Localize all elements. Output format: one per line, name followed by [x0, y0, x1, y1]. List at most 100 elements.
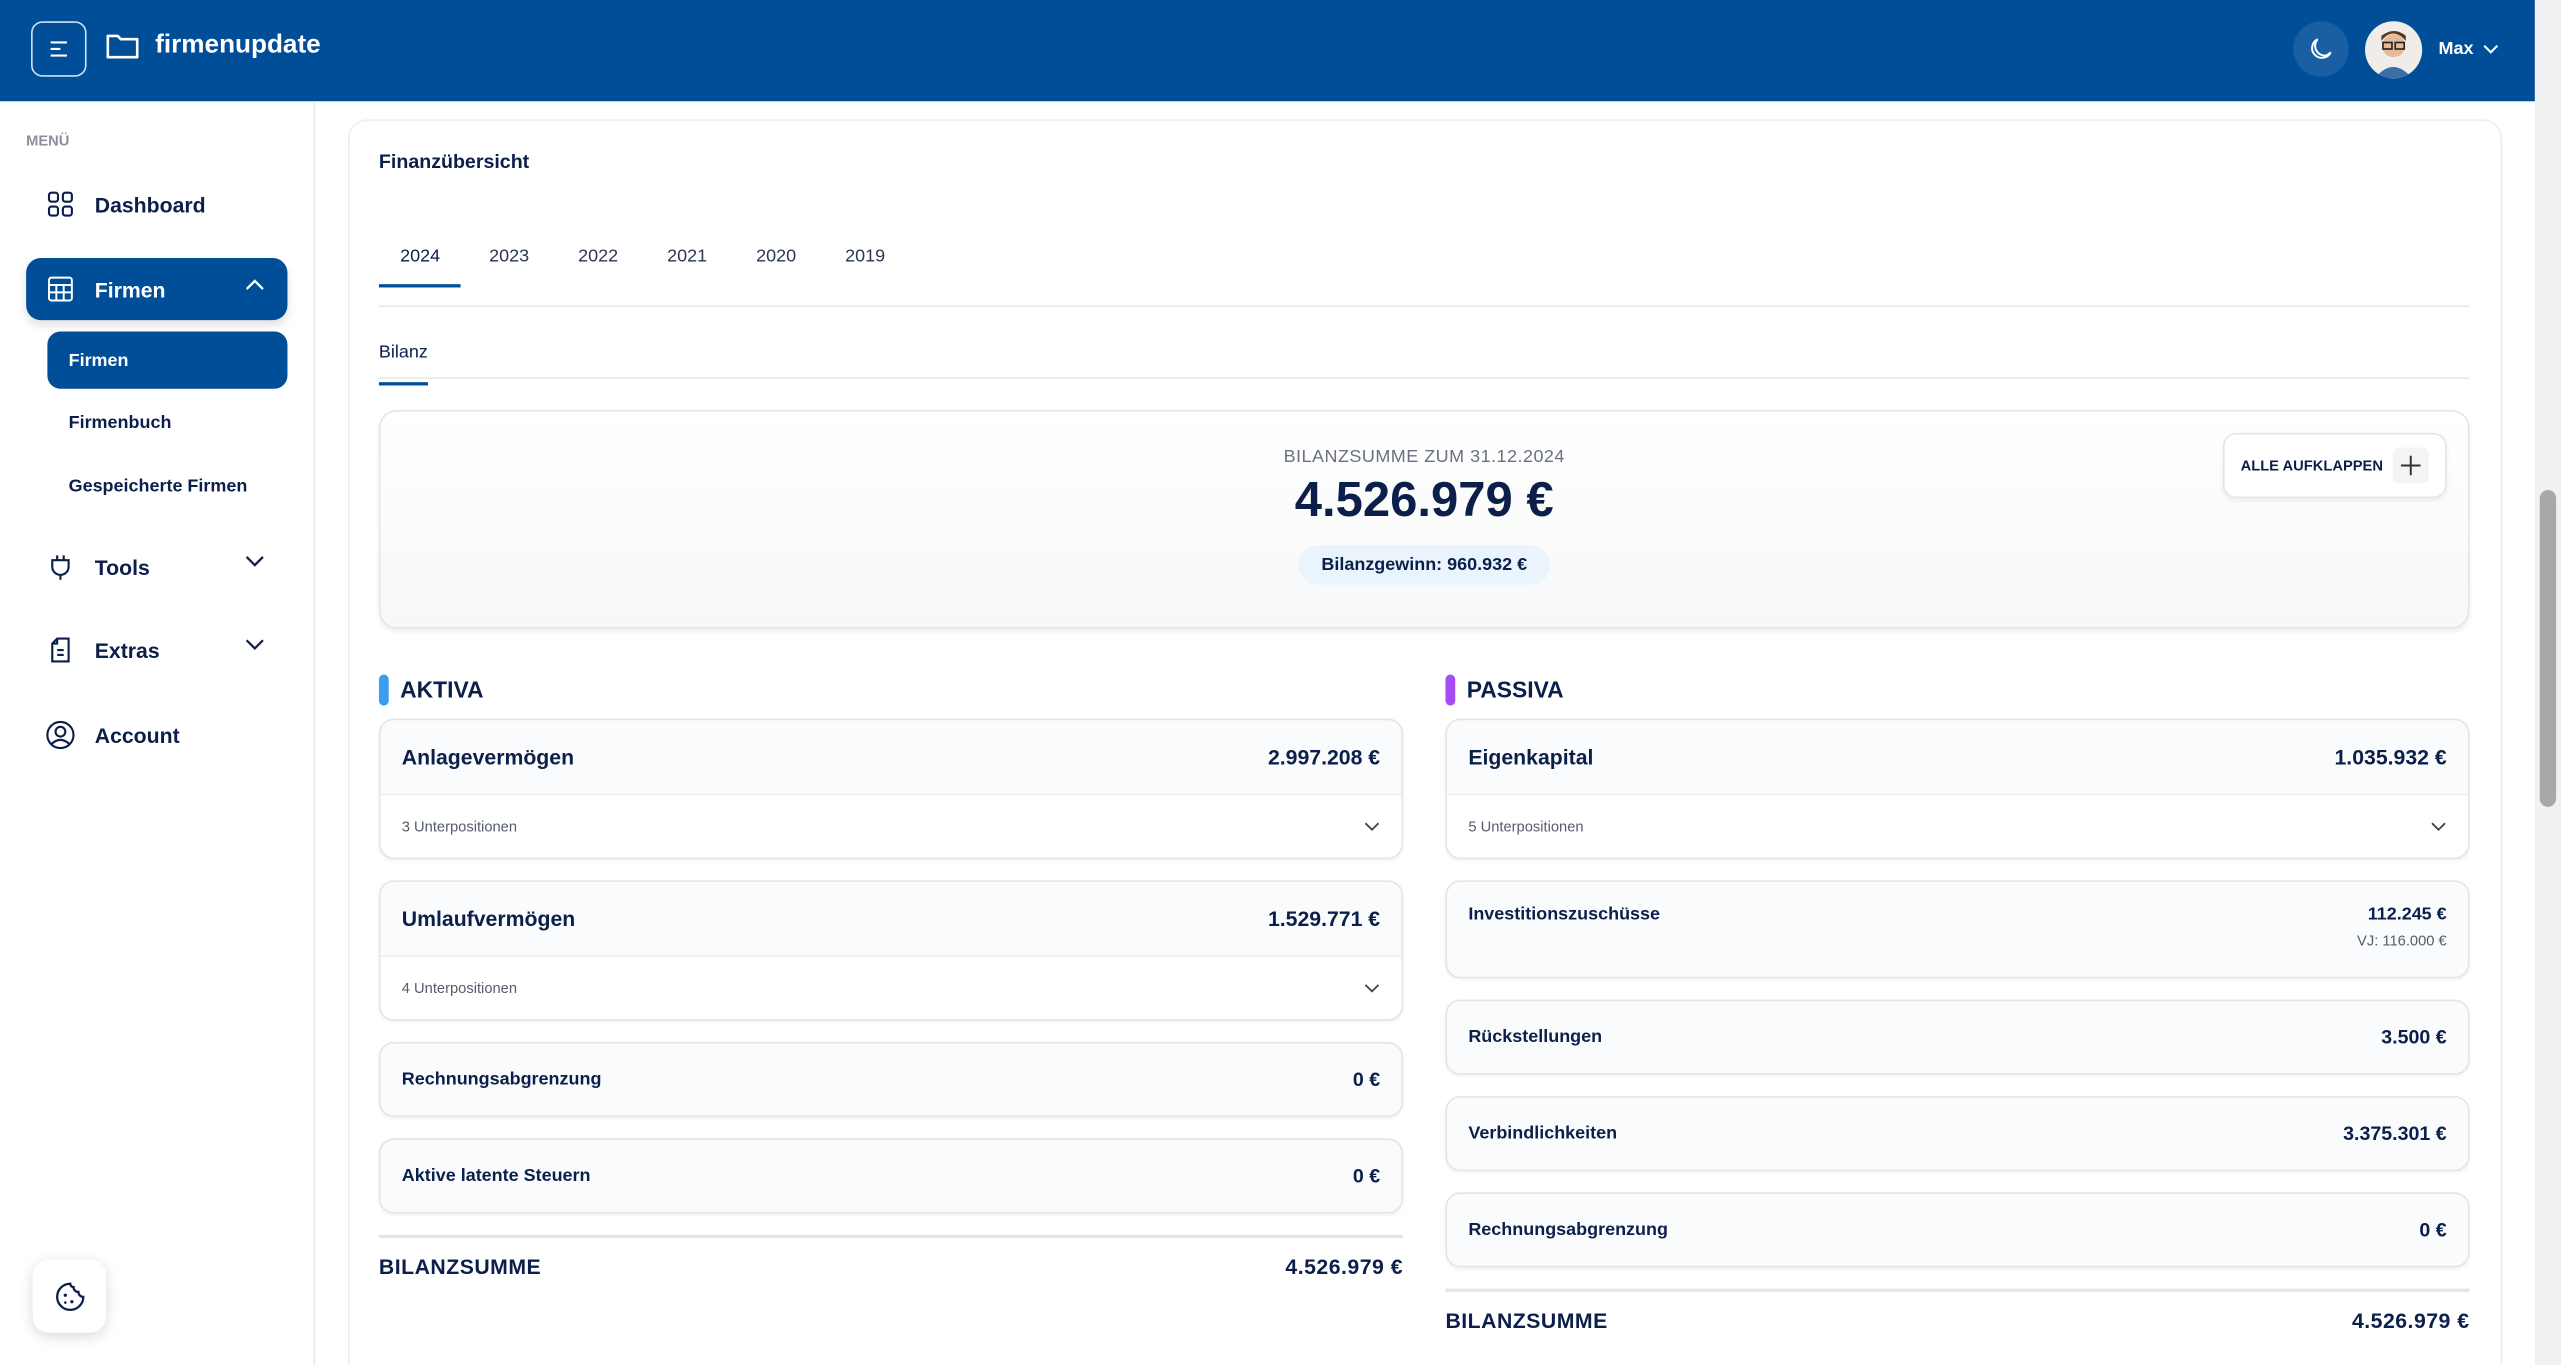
balance-summary: BILANZSUMME ZUM 31.12.2024 4.526.979 € B… [378, 409, 2470, 629]
folder-icon [106, 34, 139, 59]
user-menu[interactable]: Max [2439, 39, 2500, 59]
document-icon [51, 637, 70, 663]
item-value: 0 € [1352, 1068, 1381, 1092]
sidebar-subitem-gespeicherte-firmen[interactable]: Gespeicherte Firmen [68, 476, 248, 496]
passiva-marker [1445, 673, 1456, 705]
sidebar-item-firmen[interactable]: Firmen [26, 258, 288, 321]
aktiva-item[interactable]: Umlaufvermögen 1.529.771 € 4 Unterposition… [378, 880, 1404, 1021]
passiva-item: Investitionszuschüsse 112.245 € VJ: 116.00… [1445, 880, 2470, 979]
passiva-item: Rechnungsabgrenzung 0 € [1445, 1192, 2470, 1268]
menu-icon [50, 41, 67, 57]
item-name: Anlagevermögen [401, 744, 575, 770]
aktiva-total: BILANZSUMME 4.526.979 € [378, 1234, 1404, 1279]
sidebar-subitem-firmenbuch[interactable]: Firmenbuch [68, 412, 172, 433]
previous-year-value: VJ: 116.000 € [2357, 932, 2447, 949]
cookie-icon [55, 1281, 84, 1311]
table-icon [48, 276, 73, 302]
passiva-item: Rückstellungen 3.500 € [1445, 999, 2470, 1075]
tab-bilanz[interactable]: Bilanz [378, 343, 428, 386]
sidebar-item-label: Firmen [94, 276, 166, 302]
chevron-down-icon[interactable] [1364, 983, 1380, 993]
plus-icon [2392, 447, 2429, 484]
sidebar-item-account[interactable]: Account [26, 704, 287, 766]
expand-all-label: ALLE AUFKLAPPEN [2240, 457, 2383, 474]
page-title: Finanzübersicht [378, 150, 530, 174]
grid-icon [47, 191, 73, 217]
item-name: Investitionszuschüsse [1468, 904, 1661, 925]
sidebar-item-label: Extras [94, 637, 160, 663]
item-value: 1.529.771 € [1267, 906, 1381, 931]
item-name: Rückstellungen [1468, 1027, 1603, 1047]
aktiva-item: Rechnungsabgrenzung 0 € [378, 1042, 1404, 1118]
sidebar-item-dashboard[interactable]: Dashboard [26, 173, 287, 235]
aktiva-item[interactable]: Anlagevermögen 2.997.208 € 3 Unterposition… [378, 718, 1404, 860]
subposition-count: 3 Unterpositionen [401, 818, 518, 835]
item-value: 0 € [1352, 1164, 1381, 1188]
total-label: BILANZSUMME [1445, 1308, 1608, 1333]
subposition-count: 5 Unterpositionen [1468, 818, 1584, 835]
sidebar-item-tools[interactable]: Tools [26, 536, 287, 598]
sidebar-item-label: Account [94, 722, 180, 748]
passiva-item: Verbindlichkeiten 3.375.301 € [1445, 1095, 2470, 1172]
summary-value: 4.526.979 € [1294, 473, 1554, 528]
tab-2023[interactable]: 2023 [489, 246, 530, 267]
dark-mode-toggle[interactable] [2293, 21, 2349, 77]
passiva-title: PASSIVA [1466, 676, 1564, 703]
plug-icon [51, 555, 70, 580]
item-value: 3.375.301 € [2343, 1122, 2447, 1145]
item-name: Eigenkapital [1468, 744, 1594, 770]
total-value: 4.526.979 € [1285, 1254, 1404, 1279]
item-value: 2.997.208 € [1267, 744, 1381, 770]
scrollbar[interactable] [2534, 0, 2561, 1365]
tab-2022[interactable]: 2022 [578, 246, 619, 267]
cookie-settings-button[interactable] [32, 1259, 107, 1333]
chevron-down-icon [245, 556, 264, 567]
item-name: Verbindlichkeiten [1468, 1123, 1618, 1144]
user-name: Max [2438, 39, 2474, 59]
brand-logo[interactable]: firmenupdate [105, 31, 321, 60]
passiva-total: BILANZSUMME 4.526.979 € [1445, 1288, 2470, 1333]
item-value: 3.500 € [2381, 1025, 2447, 1049]
chevron-down-icon [2484, 44, 2499, 54]
aktiva-item: Aktive latente Steuern 0 € [378, 1138, 1404, 1214]
chevron-down-icon[interactable] [1364, 822, 1380, 832]
item-name: Rechnungsabgrenzung [401, 1069, 602, 1090]
sidebar-item-label: Tools [94, 554, 150, 580]
menu-toggle-button[interactable] [31, 21, 87, 77]
subposition-count: 4 Unterpositionen [401, 979, 518, 997]
user-circle-icon [46, 720, 75, 750]
item-name: Umlaufvermögen [401, 906, 576, 931]
total-value: 4.526.979 € [2351, 1308, 2470, 1333]
moon-icon [2311, 38, 2332, 59]
aktiva-marker [378, 673, 389, 705]
year-tabs: 2024 2023 2022 2021 2020 2019 [378, 229, 2470, 308]
item-name: Aktive latente Steuern [401, 1166, 591, 1186]
top-header: firmenupdate Max [0, 0, 2535, 102]
sidebar-subitem-firmen[interactable]: Firmen [47, 331, 288, 389]
tab-2021[interactable]: 2021 [667, 246, 708, 267]
tab-2024[interactable]: 2024 [378, 229, 462, 288]
scrollbar-thumb[interactable] [2539, 489, 2557, 807]
item-value: 0 € [2419, 1218, 2447, 1242]
avatar[interactable] [2365, 21, 2423, 79]
tab-2019[interactable]: 2019 [845, 246, 886, 267]
chevron-down-icon[interactable] [2430, 822, 2446, 832]
item-value: 1.035.932 € [2334, 744, 2447, 770]
finance-card [347, 119, 2503, 1365]
passiva-column: PASSIVA Eigenkapital 1.035.932 € 5 Unterpo… [1445, 673, 2470, 1333]
profit-badge: Bilanzgewinn: 960.932 € [1298, 545, 1550, 585]
aktiva-title: AKTIVA [400, 676, 484, 703]
item-value: 112.245 € [2367, 904, 2447, 925]
sidebar: MENÜ Dashboard Firmen Firmen Firmenbuch … [0, 101, 316, 1365]
passiva-item[interactable]: Eigenkapital 1.035.932 € 5 Unterpositionen [1445, 718, 2470, 860]
sub-tabs: Bilanz [378, 336, 2470, 386]
sidebar-item-label: Dashboard [94, 191, 206, 217]
total-label: BILANZSUMME [378, 1254, 542, 1279]
sidebar-item-extras[interactable]: Extras [26, 619, 287, 681]
expand-all-button[interactable]: ALLE AUFKLAPPEN [2222, 432, 2447, 499]
chevron-up-icon [245, 279, 264, 290]
chevron-down-icon [245, 639, 264, 651]
tab-2020[interactable]: 2020 [756, 246, 797, 267]
menu-label: MENÜ [26, 132, 70, 149]
summary-label: BILANZSUMME ZUM 31.12.2024 [1283, 447, 1565, 468]
